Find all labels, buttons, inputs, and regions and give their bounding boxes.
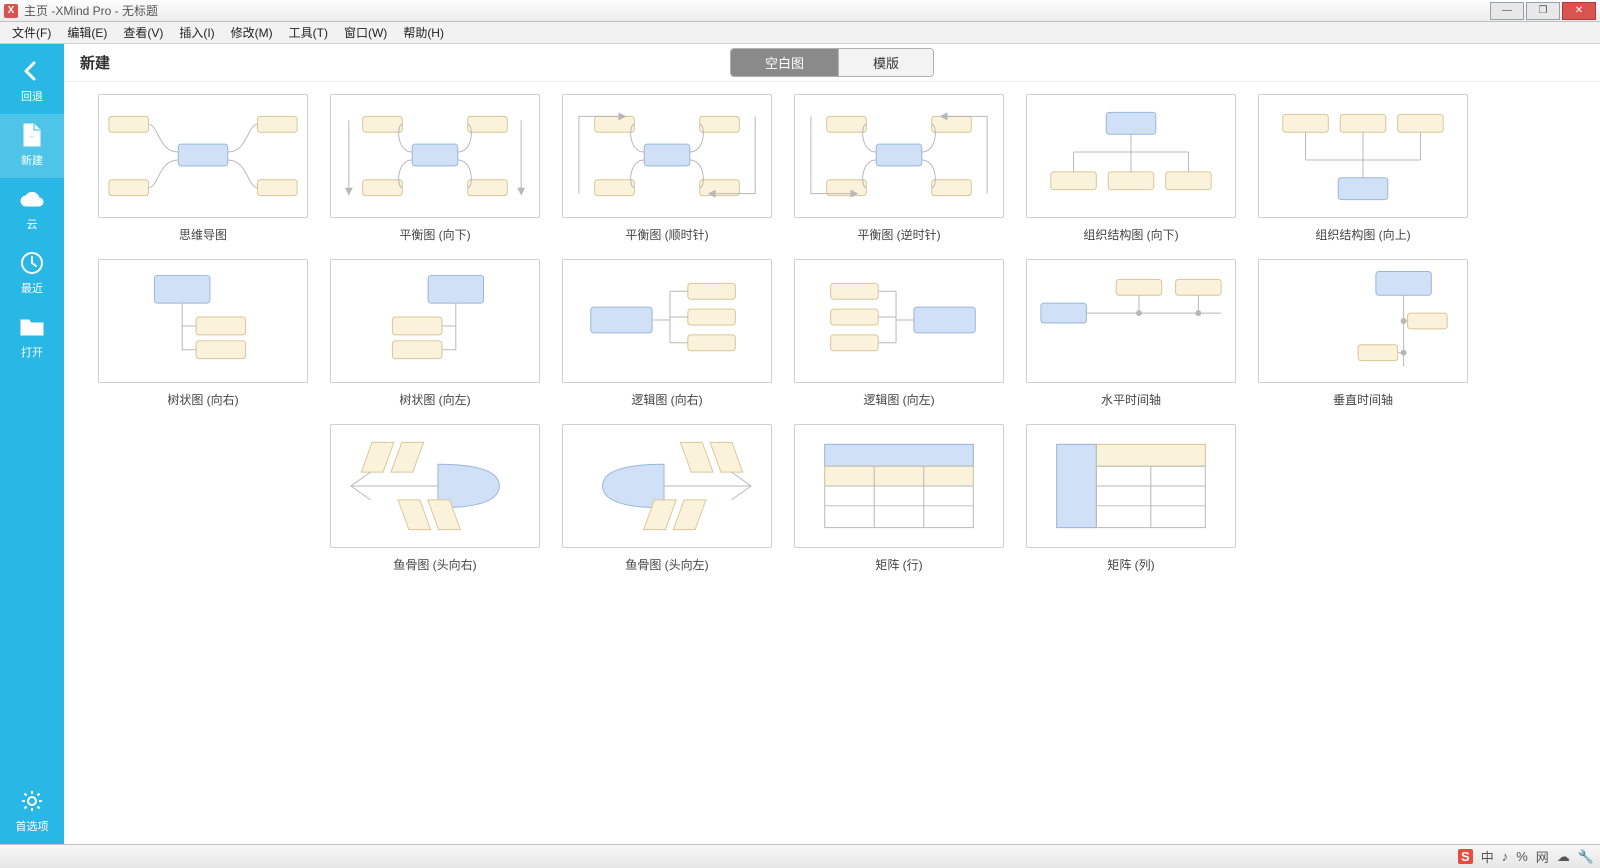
template-label: 逻辑图 (向左) <box>863 391 934 408</box>
template-label: 平衡图 (顺时针) <box>625 226 708 243</box>
template-tree-right[interactable]: 树状图 (向右) <box>98 259 308 408</box>
system-tray: S 中 ♪ % 网 ☁ 🔧 <box>1458 847 1594 866</box>
sidebar: 回退 + 新建 云 最近 打开 <box>0 44 64 844</box>
template-label: 矩阵 (列) <box>1107 556 1154 573</box>
window-minimize-button[interactable]: — <box>1490 2 1524 20</box>
template-timeline-h[interactable]: 水平时间轴 <box>1026 259 1236 408</box>
page-title: 新建 <box>80 52 110 73</box>
sidebar-item-label: 首选项 <box>16 818 49 834</box>
app-icon: X <box>4 4 18 18</box>
template-thumb <box>98 259 308 383</box>
template-label: 树状图 (向右) <box>167 391 238 408</box>
template-matrix-col[interactable]: 矩阵 (列) <box>1026 424 1236 573</box>
template-thumb <box>1026 259 1236 383</box>
cloud-icon <box>19 186 45 212</box>
window-close-button[interactable]: ✕ <box>1562 2 1596 20</box>
menu-file[interactable]: 文件(F) <box>4 22 59 43</box>
template-thumb <box>1026 94 1236 218</box>
sidebar-item-label: 打开 <box>21 344 43 360</box>
tray-icon[interactable]: 🔧 <box>1578 849 1594 865</box>
sidebar-item-label: 新建 <box>21 152 43 168</box>
template-label: 鱼骨图 (头向左) <box>625 556 708 573</box>
template-balance-ccw[interactable]: 平衡图 (逆时针) <box>794 94 1004 243</box>
template-thumb <box>562 424 772 548</box>
tab-templates[interactable]: 模版 <box>838 49 933 76</box>
template-thumb <box>330 424 540 548</box>
tray-icon[interactable]: 网 <box>1536 847 1549 866</box>
tray-icon[interactable]: 中 <box>1481 847 1494 866</box>
menu-edit[interactable]: 编辑(E) <box>59 22 115 43</box>
template-org-down[interactable]: 组织结构图 (向下) <box>1026 94 1236 243</box>
menubar: 文件(F) 编辑(E) 查看(V) 插入(I) 修改(M) 工具(T) 窗口(W… <box>0 22 1600 44</box>
template-thumb <box>98 94 308 218</box>
template-thumb <box>794 94 1004 218</box>
template-thumb <box>1258 259 1468 383</box>
template-thumb <box>562 259 772 383</box>
template-label: 平衡图 (向下) <box>399 226 470 243</box>
svg-text:+: + <box>29 131 35 143</box>
tab-switch: 空白图 模版 <box>730 48 934 77</box>
template-label: 矩阵 (行) <box>875 556 922 573</box>
template-thumb <box>1026 424 1236 548</box>
menu-help[interactable]: 帮助(H) <box>395 22 452 43</box>
template-balance-cw[interactable]: 平衡图 (顺时针) <box>562 94 772 243</box>
window-maximize-button[interactable]: ❐ <box>1526 2 1560 20</box>
taskbar: S 中 ♪ % 网 ☁ 🔧 <box>0 844 1600 868</box>
menu-view[interactable]: 查看(V) <box>115 22 171 43</box>
sidebar-item-cloud[interactable]: 云 <box>0 178 64 242</box>
template-label: 组织结构图 (向上) <box>1315 226 1410 243</box>
tab-blank[interactable]: 空白图 <box>731 49 838 76</box>
sidebar-item-open[interactable]: 打开 <box>0 306 64 370</box>
template-thumb <box>1258 94 1468 218</box>
template-fish-left[interactable]: 鱼骨图 (头向左) <box>562 424 772 573</box>
template-thumb <box>330 259 540 383</box>
folder-icon <box>19 314 45 340</box>
clock-icon <box>19 250 45 276</box>
template-label: 思维导图 <box>179 226 227 243</box>
template-matrix-row[interactable]: 矩阵 (行) <box>794 424 1004 573</box>
template-balance-down[interactable]: 平衡图 (向下) <box>330 94 540 243</box>
template-thumb <box>794 259 1004 383</box>
menu-modify[interactable]: 修改(M) <box>223 22 281 43</box>
template-logic-left[interactable]: 逻辑图 (向左) <box>794 259 1004 408</box>
template-label: 逻辑图 (向右) <box>631 391 702 408</box>
sidebar-item-new[interactable]: + 新建 <box>0 114 64 178</box>
tray-icon[interactable]: % <box>1516 849 1528 864</box>
template-mindmap[interactable]: 思维导图 <box>98 94 308 243</box>
template-label: 平衡图 (逆时针) <box>857 226 940 243</box>
sidebar-item-back[interactable]: 回退 <box>0 50 64 114</box>
template-label: 水平时间轴 <box>1101 391 1161 408</box>
sidebar-item-prefs[interactable]: 首选项 <box>0 780 64 844</box>
template-label: 鱼骨图 (头向右) <box>393 556 476 573</box>
content-header: 新建 空白图 模版 <box>64 44 1600 82</box>
template-org-up[interactable]: 组织结构图 (向上) <box>1258 94 1468 243</box>
menu-window[interactable]: 窗口(W) <box>336 22 395 43</box>
gear-icon <box>19 788 45 814</box>
template-tree-left[interactable]: 树状图 (向左) <box>330 259 540 408</box>
ime-badge-icon[interactable]: S <box>1458 849 1473 864</box>
arrow-left-icon <box>19 58 45 84</box>
template-logic-right[interactable]: 逻辑图 (向右) <box>562 259 772 408</box>
file-plus-icon: + <box>19 122 45 148</box>
menu-insert[interactable]: 插入(I) <box>171 22 222 43</box>
template-label: 垂直时间轴 <box>1333 391 1393 408</box>
template-gallery: 思维导图 平衡图 (向下) 平衡图 (顺时针) 平衡图 (逆时针) 组织结构图 … <box>64 82 1600 844</box>
template-timeline-v[interactable]: 垂直时间轴 <box>1258 259 1468 408</box>
sidebar-item-recent[interactable]: 最近 <box>0 242 64 306</box>
sidebar-item-label: 最近 <box>21 280 43 296</box>
template-label: 组织结构图 (向下) <box>1083 226 1178 243</box>
sidebar-item-label: 回退 <box>21 88 43 104</box>
template-thumb <box>794 424 1004 548</box>
tray-icon[interactable]: ☁ <box>1557 849 1570 865</box>
template-thumb <box>562 94 772 218</box>
template-fish-right[interactable]: 鱼骨图 (头向右) <box>330 424 540 573</box>
menu-tools[interactable]: 工具(T) <box>281 22 336 43</box>
sidebar-item-label: 云 <box>27 216 38 232</box>
tray-icon[interactable]: ♪ <box>1502 849 1509 864</box>
template-thumb <box>330 94 540 218</box>
window-title: 主页 -XMind Pro - 无标题 <box>24 2 158 19</box>
window-titlebar: X 主页 -XMind Pro - 无标题 — ❐ ✕ <box>0 0 1600 22</box>
template-label: 树状图 (向左) <box>399 391 470 408</box>
